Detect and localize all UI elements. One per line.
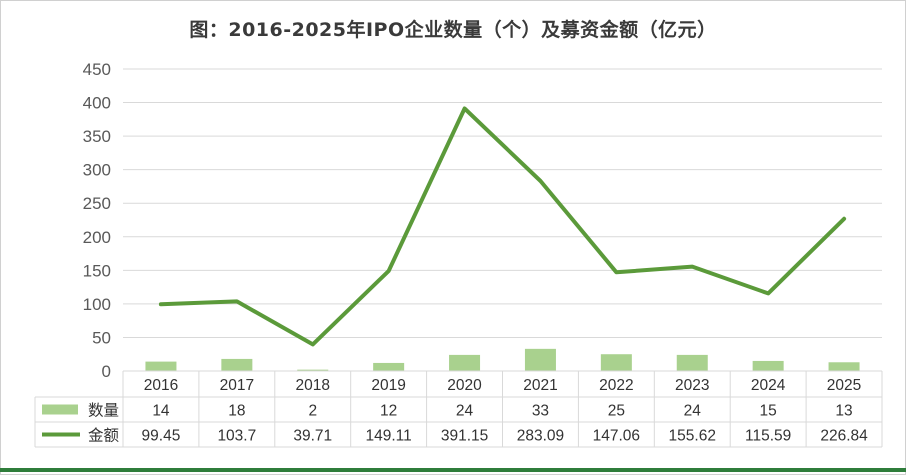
x-category-label: 2016 xyxy=(144,377,178,394)
bar xyxy=(221,358,253,371)
table-value-count: 15 xyxy=(760,403,777,420)
table-value-count: 25 xyxy=(608,403,625,420)
legend-label: 金额 xyxy=(88,427,120,445)
y-tick-label: 200 xyxy=(83,228,111,247)
y-tick-label: 150 xyxy=(83,261,111,280)
bar xyxy=(828,362,860,371)
table-value-amount: 391.15 xyxy=(441,428,488,445)
table-value-amount: 147.06 xyxy=(593,428,640,445)
x-category-label: 2019 xyxy=(371,377,405,394)
table-value-count: 18 xyxy=(228,403,245,420)
table-value-count: 2 xyxy=(308,403,317,420)
table-value-count: 14 xyxy=(152,403,170,420)
x-category-label: 2018 xyxy=(296,377,330,394)
table-value-count: 24 xyxy=(684,403,702,420)
y-tick-label: 0 xyxy=(102,362,111,381)
x-category-label: 2022 xyxy=(599,377,633,394)
legend-label: 数量 xyxy=(88,402,119,420)
x-category-label: 2024 xyxy=(751,377,786,394)
amount-line xyxy=(158,106,847,347)
y-tick-label: 300 xyxy=(83,161,111,180)
bottom-accent-line xyxy=(0,468,906,472)
bar xyxy=(676,354,708,371)
table-value-amount: 103.7 xyxy=(217,428,256,445)
x-category-label: 2021 xyxy=(523,377,557,394)
y-tick-label: 450 xyxy=(83,60,111,79)
x-category-label: 2023 xyxy=(675,377,709,394)
table-value-amount: 39.71 xyxy=(293,428,332,445)
table-value-count: 33 xyxy=(532,403,549,420)
x-category-label: 2017 xyxy=(220,377,254,394)
table-value-count: 13 xyxy=(835,403,852,420)
bar xyxy=(600,354,632,371)
table-value-amount: 99.45 xyxy=(142,428,181,445)
table-value-count: 12 xyxy=(380,403,397,420)
bar xyxy=(297,369,329,371)
y-tick-label: 350 xyxy=(83,127,111,146)
table-value-count: 24 xyxy=(456,403,474,420)
table-value-amount: 226.84 xyxy=(820,428,868,445)
bar xyxy=(524,348,556,371)
bar xyxy=(449,354,481,371)
table-value-amount: 149.11 xyxy=(366,428,412,445)
chart-title: 图：2016-2025年IPO企业数量（个）及募资金额（亿元） xyxy=(189,19,717,41)
bar xyxy=(373,362,405,371)
x-category-label: 2020 xyxy=(447,377,482,394)
y-tick-label: 400 xyxy=(83,94,111,113)
y-tick-label: 100 xyxy=(83,295,111,314)
table-value-amount: 283.09 xyxy=(517,428,564,445)
y-tick-label: 250 xyxy=(83,194,111,213)
legend-key-bar xyxy=(42,404,78,415)
table-value-amount: 155.62 xyxy=(669,428,716,445)
y-tick-label: 50 xyxy=(92,328,111,347)
bar xyxy=(752,360,784,371)
bar xyxy=(145,361,177,371)
table-value-amount: 115.59 xyxy=(745,428,791,445)
x-category-label: 2025 xyxy=(827,377,861,394)
